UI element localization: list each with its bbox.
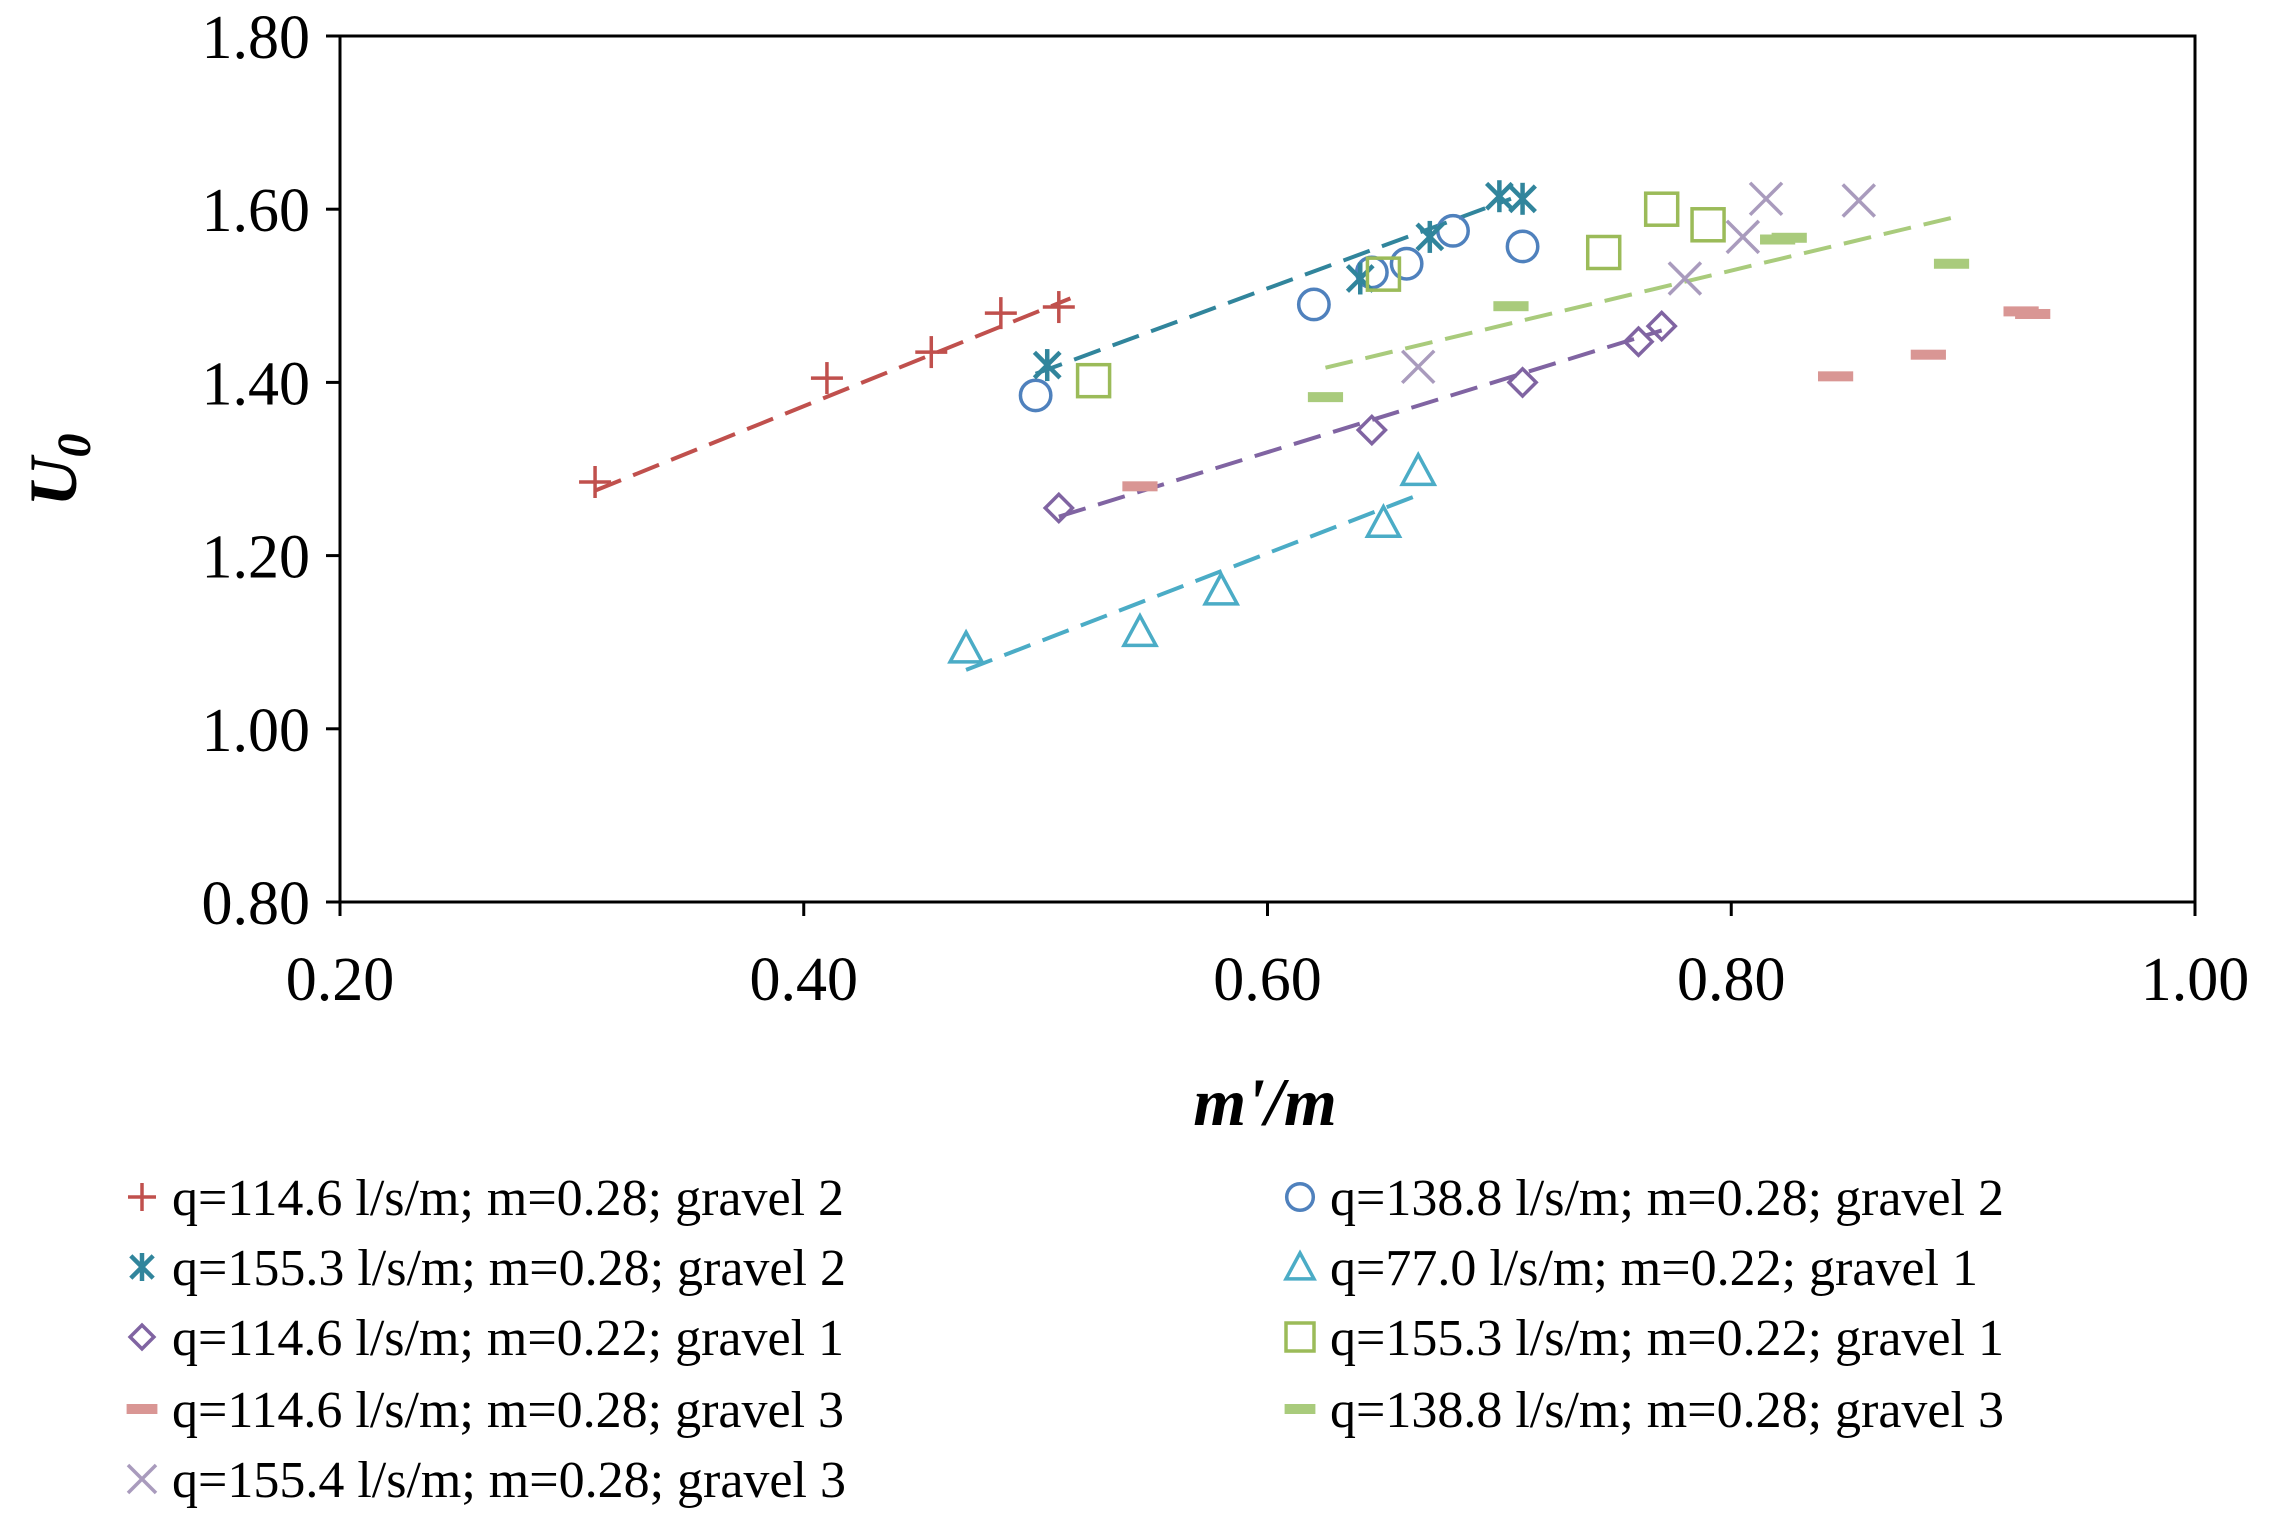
legend-label: q=114.6 l/s/m; m=0.22; gravel 1 (172, 1310, 844, 1367)
data-point (1506, 366, 1539, 399)
series-8 (1307, 232, 1970, 403)
legend: q=114.6 l/s/m; m=0.28; gravel 2 q=138.8 l… (126, 1170, 2004, 1509)
series-5 (1042, 310, 1678, 525)
data-point (1364, 503, 1403, 539)
data-point (947, 628, 985, 664)
legend-label: q=114.6 l/s/m; m=0.28; gravel 2 (172, 1170, 844, 1227)
legend-item: q=155.3 l/s/m; m=0.22; gravel 1 (1284, 1310, 2004, 1367)
series-6 (1075, 191, 1726, 399)
data-point (1121, 612, 1159, 648)
y-axis-title-main: U (15, 454, 91, 507)
data-point (1748, 181, 1784, 217)
data-point (1725, 219, 1761, 255)
data-point (915, 336, 948, 369)
x-axis-title: m'/m (1193, 1064, 1337, 1140)
y-axis-title: U0 (15, 433, 101, 506)
data-point (1508, 182, 1537, 215)
legend-item: q=114.6 l/s/m; m=0.28; gravel 2 (128, 1170, 844, 1227)
y-tick-label: 1.00 (202, 697, 311, 765)
legend-label: q=138.8 l/s/m; m=0.28; gravel 3 (1330, 1382, 2004, 1439)
legend-item: q=138.8 l/s/m; m=0.28; gravel 2 (1284, 1170, 2004, 1227)
data-point (1933, 258, 1970, 269)
axes: 0.20 0.40 0.60 0.80 1.00 0.80 1.00 1.20 1.40 1.60… (202, 4, 2250, 1014)
legend-marker (129, 1253, 155, 1281)
legend-marker (1284, 1404, 1316, 1414)
data-point (1841, 183, 1877, 218)
y-tick-label: 0.80 (202, 870, 311, 938)
series-9 (1400, 181, 1877, 385)
legend-item: q=114.6 l/s/m; m=0.28; gravel 3 (126, 1382, 844, 1439)
data-point (1389, 246, 1424, 281)
data-point (1643, 191, 1680, 227)
legend-marker (126, 1463, 158, 1495)
data-point (1399, 451, 1438, 487)
data-point (1122, 481, 1158, 492)
data-point (1667, 261, 1703, 296)
legend-item: q=155.4 l/s/m; m=0.28; gravel 3 (126, 1452, 846, 1509)
data-point (1042, 291, 1075, 324)
data-point (1075, 362, 1112, 399)
x-tick-label: 0.60 (1213, 946, 1322, 1014)
y-tick-label: 1.80 (202, 4, 311, 72)
data-point (1018, 378, 1053, 413)
x-tick-label: 0.80 (1677, 946, 1786, 1014)
x-tick-label: 0.40 (750, 946, 859, 1014)
legend-marker (1284, 1321, 1316, 1353)
data-point (1042, 491, 1075, 525)
y-tick-label: 1.60 (202, 177, 311, 245)
data-point (1484, 180, 1514, 213)
legend-item: q=77.0 l/s/m; m=0.22; gravel 1 (1283, 1240, 1978, 1297)
data-point (1690, 207, 1726, 243)
data-point (1771, 232, 1807, 243)
legend-label: q=138.8 l/s/m; m=0.28; gravel 2 (1330, 1170, 2004, 1227)
data-point (1493, 301, 1529, 312)
trendline-series-8 (1325, 215, 1952, 370)
legend-item: q=138.8 l/s/m; m=0.28; gravel 3 (1284, 1382, 2004, 1439)
data-point (1505, 229, 1540, 264)
legend-marker (1283, 1249, 1317, 1281)
data-point (1365, 256, 1402, 292)
data-point (1296, 287, 1331, 322)
series-7 (1122, 306, 2051, 492)
data-point (1032, 349, 1062, 382)
legend-item: q=155.3 l/s/m; m=0.28; gravel 2 (129, 1240, 846, 1297)
legend-label: q=155.4 l/s/m; m=0.28; gravel 3 (172, 1452, 846, 1509)
data-point (1202, 570, 1241, 606)
data-point (1622, 325, 1655, 358)
legend-marker (127, 1322, 157, 1352)
legend-marker (126, 1404, 158, 1414)
data-point (1645, 310, 1678, 343)
legend-marker (128, 1183, 156, 1211)
y-axis-title-subscript: 0 (48, 433, 101, 457)
data-point (579, 465, 612, 498)
legend-label: q=77.0 l/s/m; m=0.22; gravel 1 (1330, 1240, 1978, 1297)
data-point (1415, 220, 1445, 253)
y-tick-label: 1.40 (202, 350, 311, 418)
data-point (1355, 413, 1388, 447)
data-point (984, 297, 1017, 330)
legend-label: q=155.3 l/s/m; m=0.28; gravel 2 (172, 1240, 846, 1297)
data-point (1400, 349, 1436, 385)
data-point (1817, 371, 1854, 382)
legend-marker (1284, 1181, 1316, 1213)
data-point (810, 362, 843, 395)
data-point (1307, 392, 1344, 403)
data-point (2015, 308, 2051, 319)
legend-item: q=114.6 l/s/m; m=0.22; gravel 1 (127, 1310, 844, 1367)
data-point (1585, 234, 1622, 271)
series-1 (579, 291, 1075, 498)
data-point (1910, 349, 1946, 360)
legend-label: q=155.3 l/s/m; m=0.22; gravel 1 (1330, 1310, 2004, 1367)
x-tick-label: 0.20 (286, 946, 395, 1014)
legend-label: q=114.6 l/s/m; m=0.28; gravel 3 (172, 1382, 844, 1439)
data-markers (579, 180, 2051, 664)
x-tick-label: 1.00 (2141, 946, 2250, 1014)
y-tick-label: 1.20 (202, 524, 311, 592)
trendline-series-5 (1058, 328, 1663, 519)
trendline-series-1 (594, 296, 1072, 493)
series-4 (947, 451, 1438, 664)
